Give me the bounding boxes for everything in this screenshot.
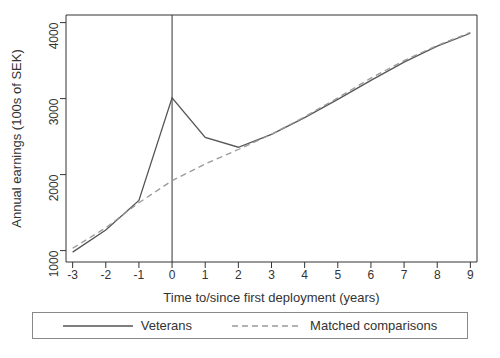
- svg-text:-3: -3: [67, 268, 78, 282]
- svg-text:3000: 3000: [47, 98, 61, 125]
- svg-text:-1: -1: [134, 268, 145, 282]
- svg-text:0: 0: [169, 268, 176, 282]
- svg-text:Time to/since first deployment: Time to/since first deployment (years): [163, 290, 379, 305]
- svg-text:7: 7: [401, 268, 408, 282]
- svg-text:1: 1: [202, 268, 209, 282]
- svg-text:3: 3: [268, 268, 275, 282]
- svg-text:9: 9: [467, 268, 474, 282]
- svg-text:-2: -2: [100, 268, 111, 282]
- svg-text:4000: 4000: [47, 22, 61, 49]
- svg-text:2000: 2000: [47, 174, 61, 201]
- svg-text:2: 2: [235, 268, 242, 282]
- html-text:Matched comparisons: Matched comparisons: [310, 318, 438, 333]
- svg-text:5: 5: [334, 268, 341, 282]
- svg-text:6: 6: [368, 268, 375, 282]
- svg-text:4: 4: [301, 268, 308, 282]
- svg-text:Annual earnings (100s of SEK): Annual earnings (100s of SEK): [9, 49, 24, 228]
- svg-text:1000: 1000: [47, 250, 61, 277]
- html-text:Veterans: Veterans: [140, 318, 193, 333]
- svg-text:8: 8: [434, 268, 441, 282]
